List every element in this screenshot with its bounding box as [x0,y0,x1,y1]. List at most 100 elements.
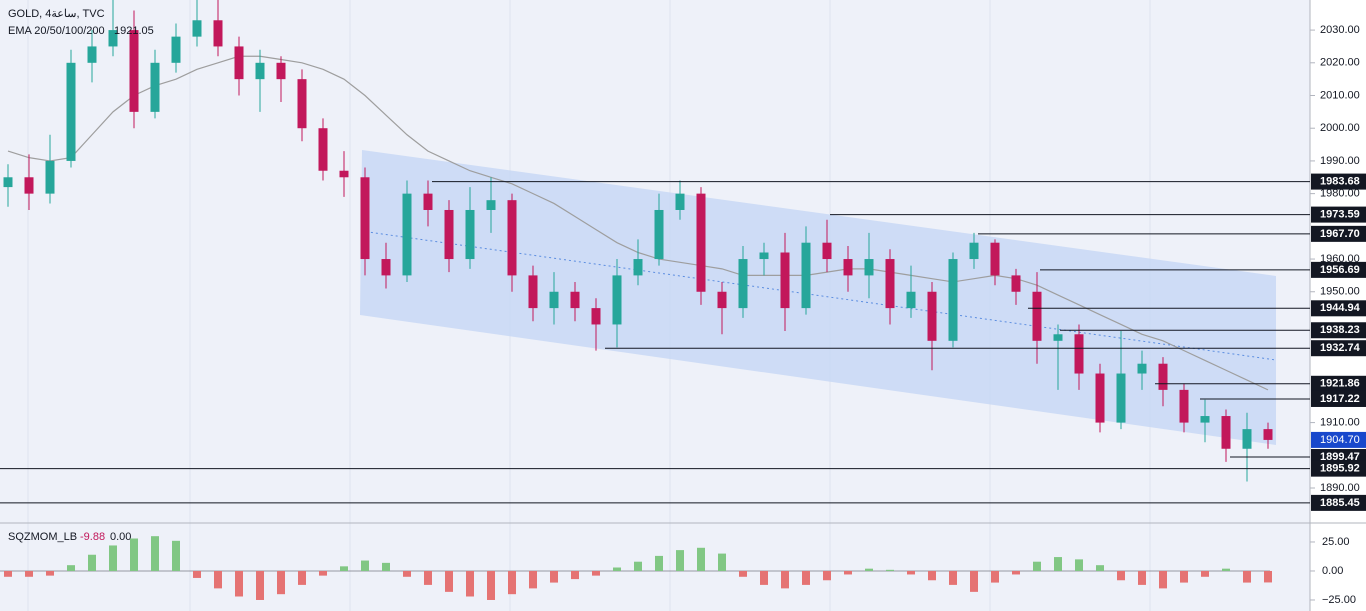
candle-body [654,209,664,260]
candle-body [570,291,580,309]
level-label: 1983.68 [1320,176,1360,188]
osc-bar [298,570,306,585]
candle-body [843,259,853,276]
osc-bar [571,570,579,580]
osc-bar [193,570,201,578]
candle-body [885,259,895,309]
osc-bar [907,570,915,575]
candle-body [150,62,160,112]
level-label-bg [1311,173,1366,190]
candle-body [1242,429,1252,449]
osc-bar [109,545,117,571]
osc-bar [739,570,747,577]
osc-tick-label: 0.00 [1322,565,1343,577]
candle-body [1263,429,1273,440]
osc-bar [844,570,852,575]
y-tick-label: 2020.00 [1320,57,1360,69]
candle-body [1074,334,1084,374]
osc-bar [592,570,600,576]
osc-bar [781,570,789,589]
y-tick-label: 2000.00 [1320,122,1360,134]
candle-body [402,193,412,276]
candle-body [738,259,748,309]
osc-bar [529,570,537,589]
candle-body [528,275,538,309]
candle-body [444,209,454,260]
osc-bar [676,550,684,571]
candle-body [108,30,118,47]
osc-bar [886,569,894,571]
candle-body [465,209,475,260]
candle-body [171,36,181,63]
level-label-bg [1311,375,1366,392]
candle-body [24,177,34,194]
osc-bar [25,570,33,577]
osc-bar [760,570,768,585]
osc-bar [4,570,12,577]
candle-body [255,62,265,80]
y-tick-label: 2010.00 [1320,89,1360,101]
osc-bar [151,536,159,571]
osc-bar [424,570,432,585]
candle-body [801,242,811,309]
candle-body [906,291,916,309]
level-label: 1932.74 [1320,342,1361,354]
candle-body [591,308,601,325]
osc-bar [1138,570,1146,585]
level-label: 1944.94 [1320,302,1361,314]
candle-body [1011,275,1021,292]
candle-body [1200,416,1210,423]
oscillator-zero: 0.00 [110,531,131,543]
candle-body [297,79,307,129]
channel-midline [360,230,1277,361]
candle-body [948,259,958,341]
osc-bar [382,562,390,571]
candle-body [1032,291,1042,341]
candle-body [1137,363,1147,374]
candle-body [927,291,937,341]
osc-bar [1243,570,1251,583]
level-label-bg [1311,206,1366,223]
osc-bar [949,570,957,585]
candle-body [339,170,349,178]
osc-bar [445,570,453,592]
level-label: 1917.22 [1320,393,1360,405]
last-price-bg [1311,431,1366,448]
level-label-bg [1311,300,1366,317]
osc-bar [487,570,495,600]
osc-bar [88,554,96,571]
regression-channel [360,150,1276,445]
osc-bar [1222,568,1230,571]
osc-bar [466,570,474,597]
osc-bar [823,570,831,581]
last-price-label: 1904.70 [1320,434,1360,446]
osc-bar [865,568,873,571]
osc-bar [1096,565,1104,571]
level-label-bg [1311,494,1366,511]
level-label: 1921.86 [1320,378,1360,390]
osc-bar [1264,570,1272,583]
osc-tick-label: −25.00 [1322,594,1356,606]
symbol-title: GOLD, 4ساعة, TVC [8,8,105,20]
candle-body [780,252,790,309]
candle-body [1053,334,1063,341]
main-pane [3,0,1273,482]
y-tick-label: 2030.00 [1320,24,1360,36]
osc-bar [46,570,54,576]
osc-bar [1180,570,1188,583]
candle-body [213,20,223,47]
osc-bar [1033,561,1041,571]
level-label-bg [1311,390,1366,407]
level-label: 1973.59 [1320,209,1360,221]
candle-body [1158,363,1168,390]
osc-bar [319,570,327,576]
osc-bar [1159,570,1167,589]
osc-bar [130,538,138,571]
y-tick-label: 1910.00 [1320,416,1360,428]
candle-body [1179,389,1189,423]
candle-body [864,259,874,276]
candle-body [1116,373,1126,423]
candle-body [192,20,202,37]
level-label-bg [1311,225,1366,242]
